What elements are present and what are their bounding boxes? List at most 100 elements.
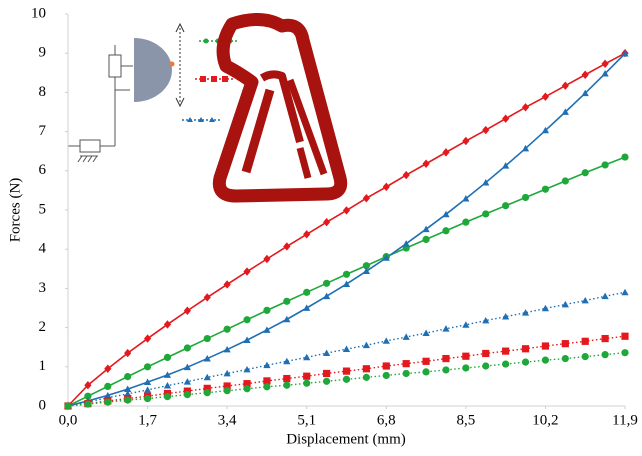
marker (422, 159, 430, 168)
y-axis-label: Forces (N) (7, 178, 23, 243)
trend-line (67, 351, 626, 407)
marker (541, 304, 550, 312)
x-tick-label: 8,5 (456, 412, 475, 428)
marker (323, 279, 331, 287)
marker (621, 332, 629, 340)
marker (402, 170, 410, 180)
marker (462, 136, 470, 146)
marker (362, 365, 370, 373)
arrow-marker (222, 76, 228, 82)
marker (422, 225, 430, 233)
mech-link (114, 77, 130, 91)
marker (561, 108, 569, 115)
y-tick-label: 0 (39, 397, 47, 413)
arrow-marker (200, 76, 206, 82)
marker (541, 185, 550, 193)
marker (303, 230, 311, 239)
marker (462, 195, 470, 202)
marker (502, 114, 510, 123)
marker (104, 382, 112, 390)
marker (243, 336, 251, 344)
marker (342, 270, 351, 278)
marker (303, 372, 311, 380)
marker (283, 357, 291, 365)
marker (362, 341, 370, 349)
marker (502, 360, 510, 368)
marker (521, 309, 530, 316)
arrow-marker (203, 38, 209, 44)
marker (124, 348, 132, 358)
marker (342, 206, 351, 215)
motion-arrowheads (175, 22, 185, 108)
marker (283, 297, 291, 305)
marker (342, 375, 351, 383)
marker (203, 389, 211, 397)
marker (243, 316, 251, 324)
x-tick-label: 1,7 (138, 412, 157, 428)
marker (243, 380, 251, 388)
marker (621, 153, 629, 161)
marker (382, 371, 390, 380)
y-tick-label: 9 (39, 45, 47, 61)
marker (143, 386, 152, 393)
marker (323, 292, 331, 300)
marker (243, 267, 251, 276)
marker (283, 374, 291, 383)
marker (521, 103, 530, 112)
marker (183, 344, 191, 352)
marker (362, 262, 370, 270)
marker (84, 381, 92, 390)
marker (482, 125, 490, 135)
marker (601, 59, 609, 68)
marker (442, 227, 450, 235)
marker (263, 377, 271, 385)
marker (124, 373, 132, 381)
marker (521, 358, 530, 366)
marker (163, 371, 172, 378)
marker (442, 366, 450, 374)
marker (601, 334, 609, 343)
marker (143, 394, 152, 403)
marker (283, 381, 291, 389)
marker (541, 356, 550, 364)
x-tick-label: 6,8 (377, 412, 396, 428)
marker (283, 315, 291, 323)
marker (283, 242, 291, 251)
marker (183, 391, 191, 399)
marker (502, 313, 510, 320)
marker (303, 304, 311, 311)
series-line (67, 52, 626, 407)
x-tick-label: 11,9 (612, 412, 638, 428)
marker (442, 354, 450, 363)
marker (502, 202, 510, 210)
marker (362, 194, 370, 203)
marker (382, 254, 390, 261)
marker (203, 334, 211, 343)
y-tick-label: 1 (39, 358, 47, 374)
marker (442, 210, 450, 218)
marker (263, 383, 271, 391)
marker (263, 306, 271, 314)
marker (382, 182, 390, 192)
marker (263, 361, 271, 369)
x-tick-label: 0,0 (59, 412, 78, 428)
marker (303, 379, 311, 387)
x-tick-label: 5,1 (297, 412, 316, 428)
y-tick-label: 4 (39, 241, 47, 257)
arrow-marker (211, 76, 217, 82)
marker (382, 362, 390, 370)
marker (482, 349, 490, 358)
marker (342, 345, 351, 353)
marker (362, 373, 370, 381)
x-tick-label: 10,2 (532, 412, 558, 428)
marker (143, 334, 152, 343)
marker (402, 369, 410, 378)
marker (422, 235, 430, 243)
marker (362, 267, 370, 275)
arrow-marker (187, 117, 215, 122)
marker (163, 392, 172, 401)
marker (223, 345, 231, 353)
marker (462, 321, 470, 328)
marker (621, 349, 629, 357)
mech-spring (108, 54, 122, 78)
